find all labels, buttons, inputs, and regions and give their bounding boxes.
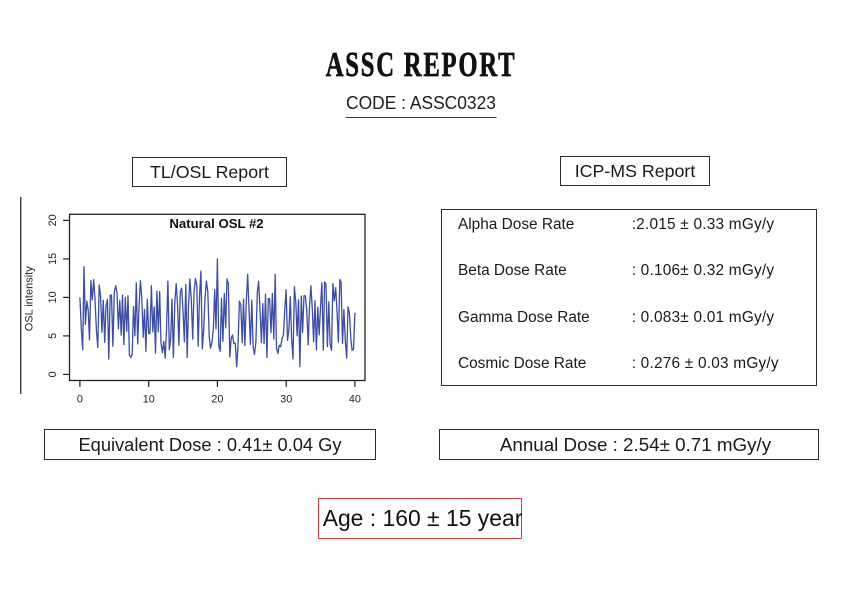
svg-text:15: 15 xyxy=(47,253,59,265)
svg-text:20: 20 xyxy=(47,214,59,226)
svg-text:40: 40 xyxy=(349,394,361,406)
svg-text:5: 5 xyxy=(47,333,59,339)
svg-text:10: 10 xyxy=(143,394,155,406)
svg-text:10: 10 xyxy=(47,291,59,303)
svg-text:Natural OSL #2: Natural OSL #2 xyxy=(169,216,263,231)
svg-text:OSL intensity: OSL intensity xyxy=(23,266,35,332)
svg-text:20: 20 xyxy=(211,394,223,406)
svg-text:0: 0 xyxy=(47,371,59,377)
svg-text:30: 30 xyxy=(280,394,292,406)
svg-text:0: 0 xyxy=(77,394,83,406)
